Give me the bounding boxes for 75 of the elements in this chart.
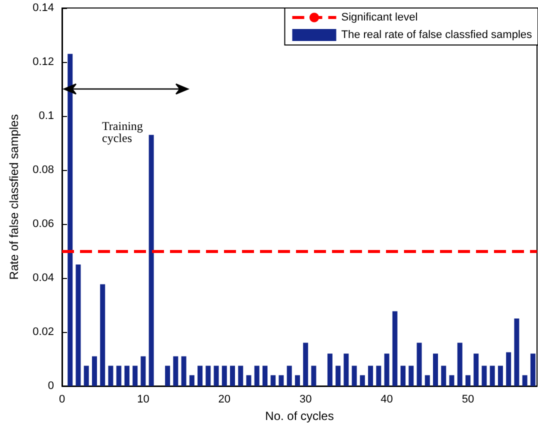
bar: [92, 356, 97, 386]
bar: [327, 354, 332, 386]
bar: [376, 366, 382, 386]
legend-label: Significant level: [341, 12, 418, 24]
y-tick-label: 0: [48, 380, 54, 392]
bar: [214, 366, 219, 386]
bar: [352, 366, 357, 386]
bar: [206, 366, 211, 386]
bar: [148, 134, 154, 386]
bar: [482, 366, 487, 386]
bar: [165, 366, 170, 386]
bar: [84, 366, 89, 386]
bar: [238, 366, 244, 386]
bar: [311, 366, 316, 386]
y-axis-title: Rate of false classfied samples: [7, 114, 21, 280]
bar: [392, 311, 398, 386]
bar: [530, 354, 536, 386]
bar: [498, 366, 503, 386]
bar: [100, 284, 106, 386]
y-tick-label: 0.02: [32, 326, 54, 338]
bar: [140, 356, 146, 386]
bar: [449, 375, 454, 386]
y-tick-label: 0.12: [32, 56, 54, 68]
bar: [108, 366, 114, 386]
x-tick-label: 50: [462, 394, 474, 406]
bar: [173, 356, 178, 386]
legend-label: The real rate of false classfied samples: [341, 29, 532, 41]
bar: [400, 366, 406, 386]
y-tick-label: 0.14: [32, 2, 54, 14]
bar: [189, 375, 194, 386]
y-tick-label: 0.08: [32, 164, 54, 176]
bar: [181, 356, 186, 386]
bar: [506, 352, 512, 386]
annotation: Training cycles: [102, 119, 143, 145]
bar: [262, 366, 268, 386]
x-axis-title: No. of cycles: [265, 408, 334, 423]
bar: [68, 54, 73, 386]
bar: [132, 366, 138, 386]
bar: [416, 342, 422, 386]
bar: [124, 366, 130, 386]
bar: [278, 375, 284, 386]
bar: [360, 375, 365, 386]
bar: [344, 354, 349, 386]
bar: [368, 366, 374, 386]
x-tick-label: 10: [137, 394, 150, 406]
bar: [441, 366, 446, 386]
bar: [514, 318, 520, 386]
bar: [198, 366, 203, 386]
bar: [474, 354, 479, 386]
bar: [384, 354, 390, 386]
y-tick-label: 0.04: [32, 272, 54, 284]
bar: [286, 366, 292, 386]
y-tick-label: 0.06: [32, 218, 54, 230]
bar: [254, 366, 260, 386]
bar: [270, 375, 276, 386]
bar: [76, 264, 81, 386]
bar: [116, 366, 122, 386]
bar: [408, 366, 414, 386]
x-tick-label: 0: [58, 394, 66, 406]
bar: [303, 342, 308, 386]
x-tick-label: 40: [380, 394, 393, 406]
bar: [457, 342, 462, 386]
bar: [433, 354, 438, 386]
bar: [222, 366, 227, 386]
y-tick-label: 0.1: [38, 110, 54, 122]
bar: [465, 375, 470, 386]
bar: [246, 375, 252, 386]
bar: [336, 366, 341, 386]
bar: [230, 366, 236, 386]
x-tick-label: 20: [218, 394, 231, 406]
bar: [522, 375, 528, 386]
bar: [424, 375, 430, 386]
bar: [294, 375, 300, 386]
x-tick-label: 30: [299, 394, 312, 406]
bar: [490, 366, 495, 386]
